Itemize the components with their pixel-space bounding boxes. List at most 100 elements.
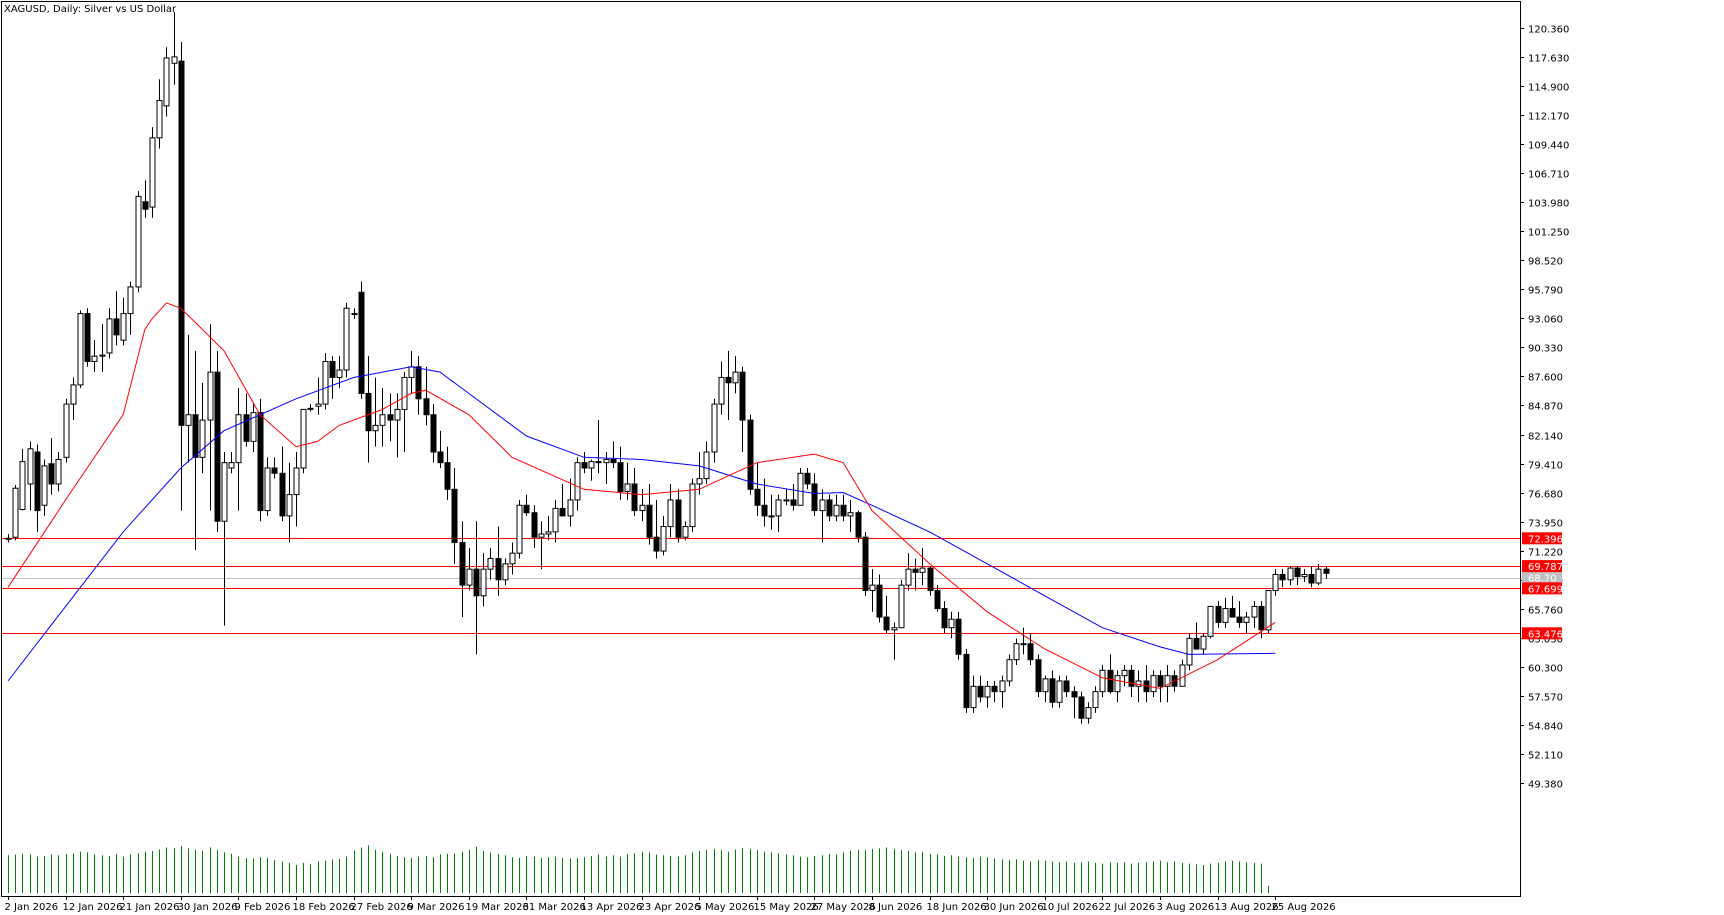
candle-body xyxy=(883,616,890,631)
time-tick-label: 23 Apr 2026 xyxy=(639,902,701,913)
candle-body xyxy=(300,408,307,469)
candle-body xyxy=(689,483,696,528)
candle-body xyxy=(761,504,768,517)
price-tick-label: 52.110 xyxy=(1528,751,1563,762)
candle-body xyxy=(891,627,898,631)
time-tick-label: 8 Jun 2026 xyxy=(869,902,923,913)
time-tick-label: 10 Jul 2026 xyxy=(1042,902,1099,913)
candle-body xyxy=(113,318,120,336)
candle-body xyxy=(70,384,77,405)
candle-body xyxy=(1157,675,1164,687)
candle-body xyxy=(199,419,206,458)
price-tick-label: 90.330 xyxy=(1528,344,1563,355)
candle-body xyxy=(1279,573,1286,581)
time-tick-label: 27 Feb 2026 xyxy=(351,902,413,913)
chart-title: XAGUSD, Daily: Silver vs US Dollar xyxy=(4,4,177,15)
candle-body xyxy=(711,403,718,453)
candle-body xyxy=(790,499,797,506)
level-tags: 68.70 72.396 69.787 67.699 63.476 xyxy=(1522,532,1563,640)
candle-body xyxy=(1243,616,1250,623)
level-tag-label: 63.476 xyxy=(1528,629,1563,640)
candle-body xyxy=(675,499,682,538)
candle-body xyxy=(293,467,300,496)
candle-body xyxy=(207,371,214,421)
candle-body xyxy=(142,201,149,210)
candle-body xyxy=(487,558,494,570)
price-tick-label: 57.570 xyxy=(1528,693,1563,704)
candle-body xyxy=(415,366,422,400)
price-tick-label: 106.710 xyxy=(1528,170,1569,181)
price-tick-label: 65.760 xyxy=(1528,606,1563,617)
candle-body xyxy=(1150,675,1157,693)
candle-body xyxy=(250,412,257,442)
time-tick-label: 18 Feb 2026 xyxy=(293,902,355,913)
candle-body xyxy=(1107,669,1114,693)
candle-body xyxy=(725,376,732,384)
candle-body xyxy=(1063,680,1070,693)
candle-body xyxy=(1229,608,1236,618)
candle-body xyxy=(617,462,624,492)
candle-body xyxy=(351,313,358,316)
candle-body xyxy=(1013,643,1020,661)
candle-body xyxy=(919,567,926,573)
candle-body xyxy=(1114,675,1121,693)
candle-body xyxy=(286,494,293,517)
candle-body xyxy=(1308,573,1315,584)
candle-body xyxy=(991,685,998,693)
candle-body xyxy=(1049,678,1056,703)
candle-body xyxy=(163,57,170,107)
candle-body xyxy=(1006,659,1013,682)
candle-body xyxy=(747,419,754,490)
time-tick-label: 9 Mar 2026 xyxy=(408,902,465,913)
level-tag: 63.476 xyxy=(1522,627,1563,640)
candle-body xyxy=(495,558,502,581)
price-tick-label: 82.140 xyxy=(1528,432,1563,443)
candle-body xyxy=(768,515,775,518)
level-tag-box xyxy=(1522,560,1562,573)
candle-body xyxy=(451,488,458,544)
time-tick-label: 3 Aug 2026 xyxy=(1157,902,1215,913)
candle-body xyxy=(833,504,840,517)
candle-body xyxy=(999,680,1006,693)
candle-body xyxy=(1020,643,1027,646)
candle-body xyxy=(667,499,674,528)
candle-body xyxy=(19,461,26,511)
price-tick-label: 109.440 xyxy=(1528,141,1569,152)
price-axis[interactable]: 120.360 117.630 114.900 112.170 109.440 106.7… xyxy=(1520,25,1569,791)
price-tick-label: 120.360 xyxy=(1528,25,1569,36)
time-tick-label: 21 Jan 2026 xyxy=(120,902,180,913)
candle-body xyxy=(502,563,509,581)
candle-body xyxy=(1056,680,1063,703)
candle-body xyxy=(41,465,48,506)
price-tick-label: 93.060 xyxy=(1528,315,1563,326)
price-tick-label: 101.250 xyxy=(1528,228,1569,239)
candle-body xyxy=(466,568,473,586)
candle-body xyxy=(610,458,617,464)
candle-body xyxy=(63,403,70,458)
candle-body xyxy=(826,499,833,517)
current-price-tag: 68.70 xyxy=(1522,571,1562,585)
candle-body xyxy=(1323,568,1330,574)
candle-body xyxy=(257,412,264,512)
candle-body xyxy=(1315,568,1322,584)
moving-averages xyxy=(7,302,1276,689)
price-tick-label: 63.030 xyxy=(1528,635,1563,646)
candle-body xyxy=(1193,637,1200,650)
candle-body xyxy=(509,552,516,565)
candle-body xyxy=(639,504,646,512)
time-tick-label: 30 Jun 2026 xyxy=(984,902,1044,913)
candle-body xyxy=(847,512,854,517)
candle-body xyxy=(264,467,271,512)
candle-body xyxy=(559,507,566,517)
time-tick-label: 18 Jun 2026 xyxy=(927,902,987,913)
candle-body xyxy=(106,318,113,354)
price-tick-label: 87.600 xyxy=(1528,373,1563,384)
slow-moving-average xyxy=(7,366,1276,682)
candle-body xyxy=(1186,637,1193,666)
candle-body xyxy=(84,313,91,362)
current-price-tag-label: 68.70 xyxy=(1528,574,1557,585)
price-tick-label: 60.300 xyxy=(1528,664,1563,675)
candle-body xyxy=(783,499,790,502)
